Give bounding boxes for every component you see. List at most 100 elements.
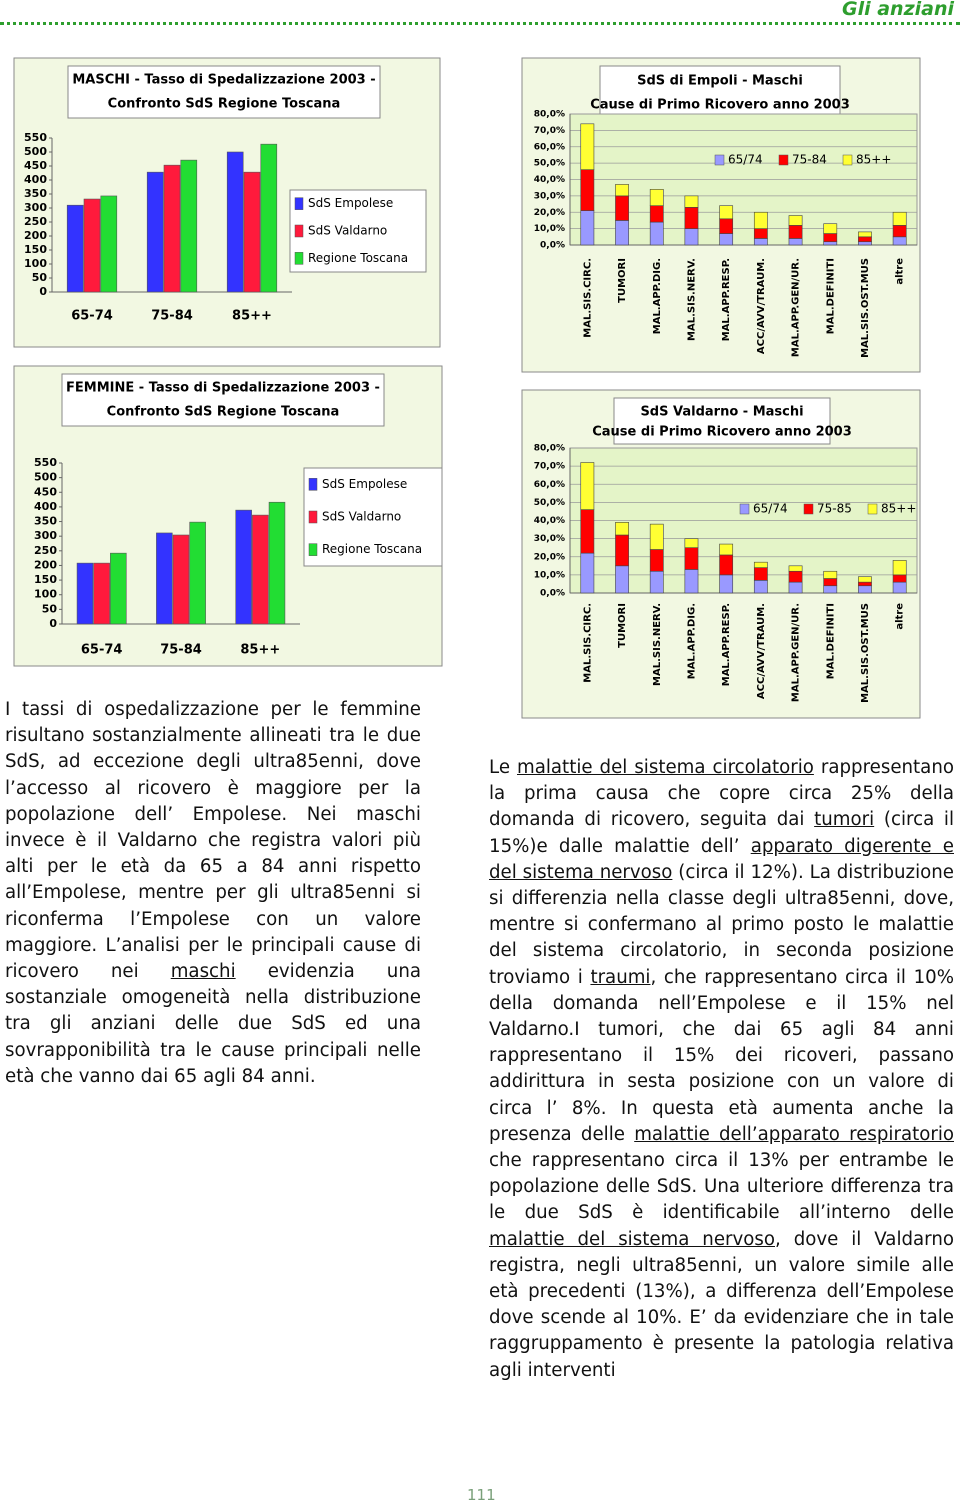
bar-segment xyxy=(858,241,872,246)
bar xyxy=(156,532,173,625)
bar xyxy=(243,171,261,293)
bar-segment xyxy=(858,231,872,238)
y-tick-label: 0 xyxy=(49,617,57,630)
bar-segment xyxy=(892,574,907,583)
bar-segment xyxy=(892,225,907,238)
legend-label: 65/74 xyxy=(753,502,788,516)
bar xyxy=(189,521,206,625)
x-tick-label: MAL.APP.GEN/UR. xyxy=(791,258,802,357)
y-tick-label: 50 xyxy=(42,602,58,615)
underlined-text: malattie del sistema nervoso xyxy=(489,1228,775,1250)
bar-segment xyxy=(719,554,734,576)
y-tick-label: 300 xyxy=(24,201,47,214)
bar xyxy=(93,562,110,625)
page-number: 111 xyxy=(467,1486,496,1504)
bar-segment xyxy=(580,552,595,594)
x-tick-label: 85++ xyxy=(240,643,280,658)
y-tick-label: 50 xyxy=(32,271,48,284)
bar-segment xyxy=(615,220,629,246)
title-box xyxy=(67,65,381,119)
y-tick-label: 400 xyxy=(24,173,47,186)
text-run: evidenzia una sostanziale omogeneità nel… xyxy=(5,961,421,1087)
text-run: I tassi di ospedalizzazione per le femmi… xyxy=(5,699,421,983)
legend-label: SdS Valdarno xyxy=(322,510,401,524)
bar xyxy=(252,514,269,625)
x-tick-label: MAL.APP.RESP. xyxy=(721,603,732,686)
legend-swatch xyxy=(308,510,318,524)
legend-swatch xyxy=(842,154,853,166)
y-tick-label: 40,0% xyxy=(534,516,565,526)
x-tick-label: ACC/AVV/TRAUM. xyxy=(756,603,767,699)
bar-segment xyxy=(684,547,699,570)
x-tick-label: MAL.APP.DIG. xyxy=(686,603,697,679)
underlined-text: traumi xyxy=(590,966,651,988)
bar-segment xyxy=(892,560,907,576)
bar-segment xyxy=(684,207,699,229)
bar xyxy=(100,195,118,293)
bar-segment xyxy=(858,236,872,243)
legend-box xyxy=(289,189,427,273)
bar xyxy=(83,198,101,293)
bar-segment xyxy=(719,205,734,220)
bar-segment xyxy=(823,570,838,579)
x-tick-label: 65-74 xyxy=(81,643,123,658)
bar-segment xyxy=(788,238,803,246)
title-box xyxy=(599,65,841,119)
legend-label: Regione Toscana xyxy=(308,251,408,265)
bar xyxy=(260,143,278,293)
bar-segment xyxy=(858,585,872,594)
title-box xyxy=(61,373,385,427)
x-tick-label: MAL.SIS.NERV. xyxy=(652,603,663,686)
y-tick-label: 350 xyxy=(34,515,57,528)
y-tick-label: 100 xyxy=(34,588,57,601)
chart-subtitle: Cause di Primo Ricovero anno 2003 xyxy=(590,98,850,113)
chart-title: MASCHI - Tasso di Spedalizzazione 2003 - xyxy=(72,73,375,88)
y-tick-label: 350 xyxy=(24,187,47,200)
x-tick-label: MAL.APP.RESP. xyxy=(721,258,732,341)
y-tick-label: 30,0% xyxy=(534,534,565,544)
text-run: rappresentano la prima causa che copre c… xyxy=(489,757,954,831)
x-tick-label: 85++ xyxy=(232,309,272,324)
bar xyxy=(235,509,252,625)
x-tick-label: MAL.SIS.NERV. xyxy=(686,258,697,341)
y-tick-label: 450 xyxy=(34,485,57,498)
chart-title: SdS Valdarno - Maschi xyxy=(640,405,803,420)
bar-segment xyxy=(580,462,595,510)
y-tick-label: 250 xyxy=(34,544,57,557)
y-tick-label: 20,0% xyxy=(534,208,565,218)
bar-segment xyxy=(649,221,664,246)
x-tick-label: altre xyxy=(895,258,906,285)
bar-segment xyxy=(580,169,595,211)
y-tick-label: 50,0% xyxy=(534,498,565,508)
legend-swatch xyxy=(803,503,814,515)
y-tick-label: 0,0% xyxy=(540,241,565,251)
left-column: I tassi di ospedalizzazione per le femmi… xyxy=(5,697,421,1090)
underlined-text: maschi xyxy=(170,961,236,983)
x-tick-label: ACC/AVV/TRAUM. xyxy=(756,258,767,354)
legend-label: 75-84 xyxy=(792,153,827,167)
legend-label: SdS Valdarno xyxy=(308,224,387,238)
y-tick-label: 100 xyxy=(24,257,47,270)
y-tick-label: 150 xyxy=(24,243,47,256)
bar-segment xyxy=(719,543,734,556)
bar-segment xyxy=(649,523,664,550)
bar-segment xyxy=(823,585,838,594)
title-box xyxy=(613,397,831,445)
bar-segment xyxy=(615,195,629,221)
x-tick-label: MAL.SIS.OST.MUS xyxy=(860,258,871,358)
chart-title: FEMMINE - Tasso di Spedalizzazione 2003 … xyxy=(66,381,380,396)
x-tick-label: 75-84 xyxy=(160,643,202,658)
x-tick-label: MAL.SIS.CIRC. xyxy=(582,258,593,338)
bar-segment xyxy=(684,195,699,208)
bar-segment xyxy=(615,184,629,197)
bar xyxy=(268,501,286,625)
legend-swatch xyxy=(294,197,304,210)
legend-swatch xyxy=(294,224,304,238)
bar-segment xyxy=(649,549,664,572)
y-tick-label: 10,0% xyxy=(534,224,565,234)
bar-segment xyxy=(788,215,803,226)
bar-segment xyxy=(719,574,734,594)
bar xyxy=(146,171,164,293)
x-tick-label: MAL.APP.DIG. xyxy=(652,258,663,334)
